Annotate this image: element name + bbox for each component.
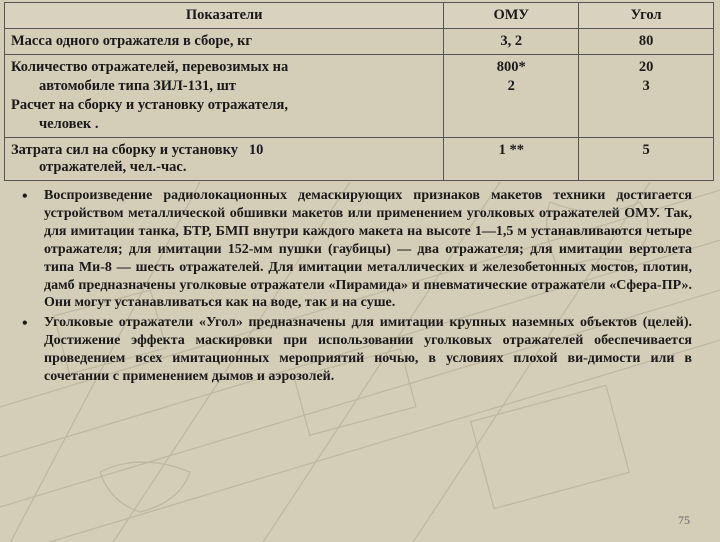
cell-label: Масса одного отражателя в сборе, кг <box>5 29 444 55</box>
specs-table: Показатели ОМУ Угол Масса одного отражат… <box>4 2 714 181</box>
cell-label: Количество отражателей, перевозимых на а… <box>5 55 444 138</box>
cell-ugol: 80 <box>579 29 714 55</box>
header-pokazateli: Показатели <box>5 3 444 29</box>
page-number: 75 <box>678 513 690 528</box>
cell-omu: 3, 2 <box>444 29 579 55</box>
bullet-paragraph: Уголковые отражатели «Угол» предназначен… <box>44 314 692 386</box>
bullet-paragraph: Воспроизведение радиолокационных демаски… <box>44 187 692 312</box>
slide-content: Показатели ОМУ Угол Масса одного отражат… <box>0 2 720 386</box>
cell-ugol: 20 3 <box>579 55 714 138</box>
cell-omu: 1 ** <box>444 138 579 181</box>
table-row: Масса одного отражателя в сборе, кг 3, 2… <box>5 29 714 55</box>
table-row: Количество отражателей, перевозимых на а… <box>5 55 714 138</box>
cell-ugol: 5 <box>579 138 714 181</box>
header-ugol: Угол <box>579 3 714 29</box>
bullet-list: Воспроизведение радиолокационных демаски… <box>0 187 720 386</box>
table-row: Затрата сил на сборку и установку 10 отр… <box>5 138 714 181</box>
table-header-row: Показатели ОМУ Угол <box>5 3 714 29</box>
header-omu: ОМУ <box>444 3 579 29</box>
cell-omu: 800* 2 <box>444 55 579 138</box>
cell-label: Затрата сил на сборку и установку 10 отр… <box>5 138 444 181</box>
